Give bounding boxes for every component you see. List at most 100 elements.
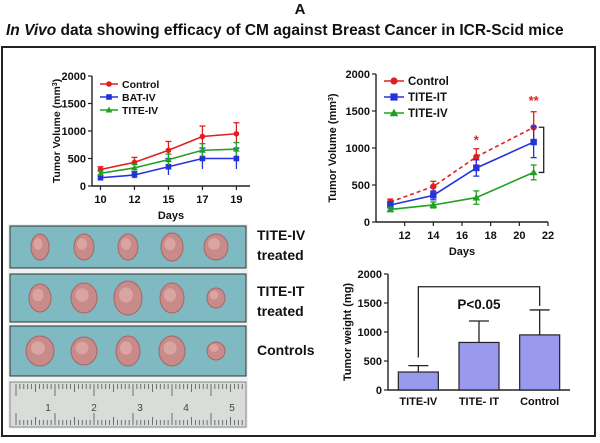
y-tick-label: 2000 — [358, 269, 382, 281]
tumor-highlight — [32, 288, 44, 302]
ruler: 1 2 3 4 5 — [9, 381, 247, 428]
data-point — [165, 163, 172, 170]
x-tick-label: TITE- IT — [459, 396, 500, 408]
legend-marker — [106, 81, 112, 87]
data-point — [386, 205, 395, 213]
tumor-highlight — [121, 238, 131, 250]
data-point — [430, 183, 437, 190]
series-tite-it — [387, 125, 537, 209]
data-point — [472, 193, 481, 201]
y-tick-label: 1500 — [62, 99, 86, 111]
significance-star: ** — [529, 93, 540, 108]
data-point — [97, 174, 104, 181]
x-tick-label: Control — [520, 396, 559, 408]
x-tick-label: 10 — [94, 194, 106, 206]
ruler-body — [9, 381, 247, 428]
data-point — [429, 201, 438, 208]
y-tick-label: 1500 — [358, 298, 382, 310]
x-tick-label: 20 — [513, 230, 525, 242]
data-point — [529, 168, 538, 176]
series-line — [390, 171, 534, 211]
y-tick-label: 0 — [376, 385, 382, 397]
photo-label-line1: Controls — [257, 342, 315, 358]
x-axis-label: Days — [449, 246, 475, 258]
series-control — [387, 111, 537, 206]
chart-tumor-volume-tite: 0 500 1000 1500 2000 12 14 16 18 20 22 Days Tumor Vo… — [327, 69, 554, 258]
tumor-highlight — [164, 288, 176, 302]
photo-label-line1: TITE-IT — [257, 283, 305, 299]
tumor-highlight — [33, 238, 43, 250]
data-point — [165, 156, 172, 163]
legend-marker — [390, 93, 398, 101]
photo-label-line2: treated — [257, 247, 304, 263]
data-point — [97, 169, 104, 176]
y-tick-label: 2000 — [62, 71, 86, 83]
figure-frame — [1, 46, 596, 437]
y-tick-label: 1000 — [358, 327, 382, 339]
x-tick-label: 16 — [456, 230, 468, 242]
tumor-highlight — [31, 341, 45, 355]
significance-star: * — [474, 132, 480, 147]
x-tick-label: 22 — [542, 230, 554, 242]
data-point — [131, 164, 138, 171]
y-tick-label: 500 — [352, 180, 370, 192]
photo-label-tite-iv: TITE-IV treated — [257, 225, 305, 265]
tumor-highlight — [209, 290, 219, 300]
data-point — [387, 201, 394, 209]
significance-bracket — [417, 286, 541, 358]
x-tick-label: 15 — [162, 194, 174, 206]
legend-marker — [390, 77, 398, 85]
tumor-highlight — [75, 288, 89, 302]
bar — [397, 371, 439, 391]
tumor-highlight — [119, 287, 133, 303]
data-point — [473, 153, 480, 161]
series-tite-iv — [386, 164, 538, 213]
data-point — [131, 159, 138, 166]
series-line — [390, 126, 535, 203]
title-italic: In Vivo — [6, 22, 57, 39]
y-tick-label: 1500 — [346, 106, 370, 118]
x-tick-label: 12 — [128, 194, 140, 206]
y-tick-label: 500 — [68, 154, 86, 166]
y-tick-label: 2000 — [346, 69, 370, 81]
bar — [458, 341, 500, 391]
tumor-highlight — [209, 343, 219, 353]
title-rest: data showing efficacy of CM against Brea… — [56, 22, 564, 39]
data-point — [165, 147, 172, 154]
tumor-highlight — [208, 238, 220, 250]
tumor-highlight — [120, 341, 132, 355]
y-axis-label: Tumor Volume (mm3) — [327, 93, 339, 203]
series-tite-iv — [97, 141, 240, 176]
data-point — [199, 133, 206, 140]
ruler-number: 4 — [183, 403, 189, 414]
legend-label: Control — [408, 76, 449, 88]
legend-label: TITE-IV — [122, 105, 158, 117]
data-point — [233, 155, 240, 162]
tumor-highlight — [77, 238, 87, 250]
ruler-number: 3 — [137, 403, 143, 414]
tumor-highlight — [164, 237, 176, 251]
photo-label-line1: TITE-IV — [257, 227, 306, 243]
x-tick-label: 19 — [230, 194, 242, 206]
data-point — [199, 146, 206, 153]
legend-marker — [105, 106, 113, 113]
x-tick-label: TITE-IV — [399, 396, 438, 408]
photo-label-controls: Controls — [257, 340, 315, 360]
page-title: In Vivo data showing efficacy of CM agai… — [6, 22, 564, 40]
photo-label-line2: treated — [257, 303, 304, 319]
y-tick-label: 1000 — [62, 126, 86, 138]
panel-letter: A — [294, 1, 306, 18]
y-axis-label: Tumor Volume (mm3) — [51, 79, 63, 183]
series-line — [390, 141, 534, 206]
tumor-highlight — [75, 341, 89, 355]
bar — [519, 334, 561, 391]
p-value-label: P<0.05 — [457, 297, 501, 312]
tumor-photo: 1 2 3 4 5 — [8, 224, 248, 429]
chart-tumor-weight: 0 500 1000 1500 2000 Tumor weight (mg) TITE-IV… — [342, 269, 570, 408]
data-point — [233, 130, 240, 137]
tumor-highlight — [163, 341, 177, 355]
legend-label: BAT-IV — [122, 92, 156, 104]
legend-label: TITE-IV — [408, 108, 448, 120]
data-point — [530, 138, 537, 146]
data-point — [233, 145, 240, 152]
